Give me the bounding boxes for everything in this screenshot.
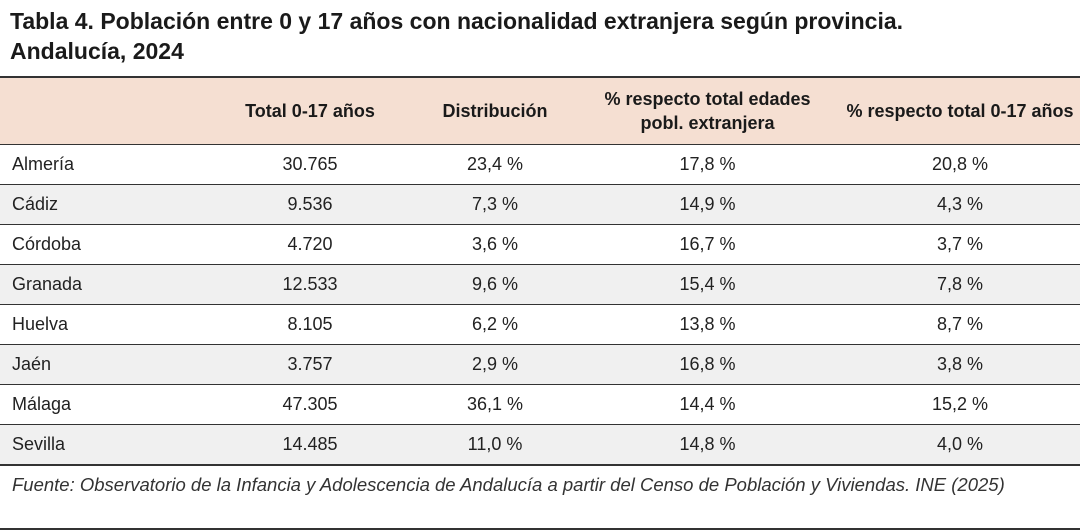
table-header: Total 0-17 años Distribución % respecto … [0,77,1080,145]
cell-distribucion: 36,1 % [415,384,575,425]
title-line-1: Tabla 4. Población entre 0 y 17 años con… [10,8,904,34]
bottom-rule [0,528,1080,530]
cell-pct-0-17: 20,8 % [840,144,1080,185]
table-title: Tabla 4. Población entre 0 y 17 años con… [10,6,1075,66]
data-table: Total 0-17 años Distribución % respecto … [0,76,1080,466]
cell-pct-extranjera: 16,7 % [575,224,840,265]
table-row: Huelva 8.105 6,2 % 13,8 % 8,7 % [0,304,1080,345]
cell-total: 14.485 [205,424,415,466]
cell-pct-0-17: 4,0 % [840,424,1080,466]
header-distribucion: Distribución [415,77,575,145]
source-note: Fuente: Observatorio de la Infancia y Ad… [12,474,1005,495]
cell-pct-extranjera: 14,9 % [575,184,840,225]
table-row: Granada 12.533 9,6 % 15,4 % 7,8 % [0,264,1080,305]
header-pct-extranjera: % respecto total edades pobl. extranjera [575,77,840,145]
cell-distribucion: 9,6 % [415,264,575,305]
cell-provincia: Sevilla [0,424,205,466]
cell-pct-0-17: 8,7 % [840,304,1080,345]
cell-distribucion: 3,6 % [415,224,575,265]
cell-total: 12.533 [205,264,415,305]
table-body: Almería 30.765 23,4 % 17,8 % 20,8 % Cádiz 9.53… [0,144,1080,466]
cell-total: 4.720 [205,224,415,265]
cell-total: 3.757 [205,344,415,385]
cell-provincia: Huelva [0,304,205,345]
cell-total: 8.105 [205,304,415,345]
cell-provincia: Granada [0,264,205,305]
title-line-2: Andalucía, 2024 [10,38,184,64]
cell-distribucion: 11,0 % [415,424,575,466]
cell-pct-extranjera: 14,8 % [575,424,840,466]
cell-total: 47.305 [205,384,415,425]
cell-provincia: Jaén [0,344,205,385]
cell-distribucion: 23,4 % [415,144,575,185]
cell-pct-0-17: 4,3 % [840,184,1080,225]
cell-distribucion: 7,3 % [415,184,575,225]
cell-provincia: Córdoba [0,224,205,265]
cell-pct-0-17: 3,8 % [840,344,1080,385]
cell-pct-0-17: 3,7 % [840,224,1080,265]
cell-pct-0-17: 7,8 % [840,264,1080,305]
cell-pct-extranjera: 15,4 % [575,264,840,305]
cell-pct-extranjera: 17,8 % [575,144,840,185]
table-row: Sevilla 14.485 11,0 % 14,8 % 4,0 % [0,424,1080,466]
header-provincia [0,77,205,145]
cell-provincia: Almería [0,144,205,185]
cell-pct-extranjera: 14,4 % [575,384,840,425]
cell-pct-extranjera: 13,8 % [575,304,840,345]
header-pct-0-17: % respecto total 0-17 años [840,77,1080,145]
table-row: Almería 30.765 23,4 % 17,8 % 20,8 % [0,144,1080,185]
header-total: Total 0-17 años [205,77,415,145]
cell-distribucion: 6,2 % [415,304,575,345]
cell-total: 30.765 [205,144,415,185]
table-row: Jaén 3.757 2,9 % 16,8 % 3,8 % [0,344,1080,385]
header-row: Total 0-17 años Distribución % respecto … [0,77,1080,145]
cell-total: 9.536 [205,184,415,225]
cell-provincia: Málaga [0,384,205,425]
cell-pct-extranjera: 16,8 % [575,344,840,385]
table-row: Cádiz 9.536 7,3 % 14,9 % 4,3 % [0,184,1080,225]
table-row: Málaga 47.305 36,1 % 14,4 % 15,2 % [0,384,1080,425]
cell-pct-0-17: 15,2 % [840,384,1080,425]
cell-distribucion: 2,9 % [415,344,575,385]
table-row: Córdoba 4.720 3,6 % 16,7 % 3,7 % [0,224,1080,265]
cell-provincia: Cádiz [0,184,205,225]
